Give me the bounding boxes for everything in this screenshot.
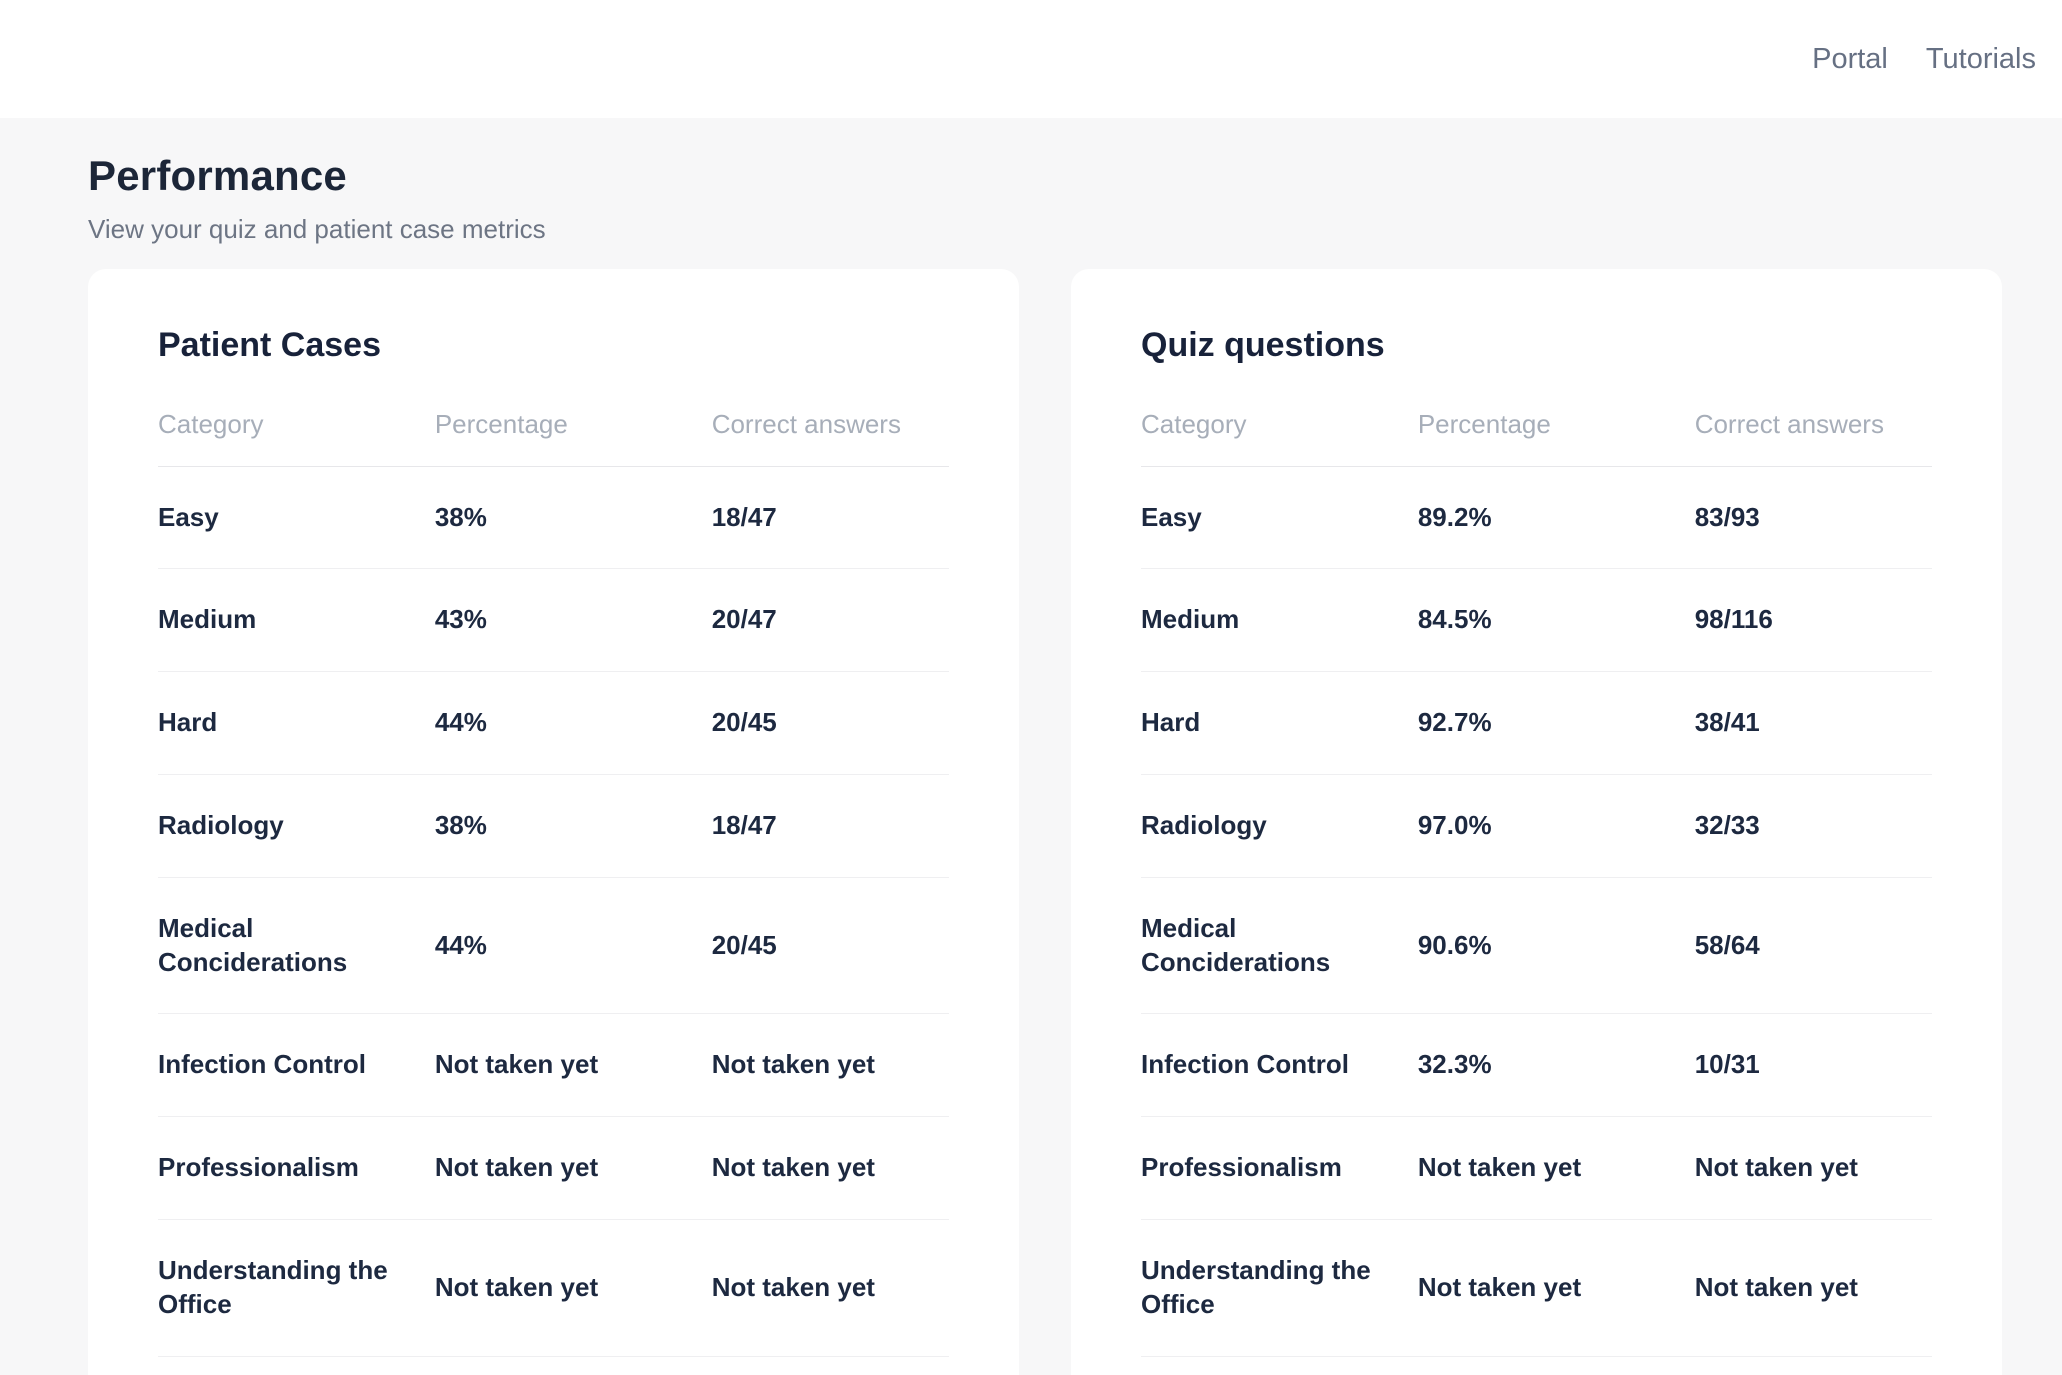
percentage-cell: Not taken yet: [434, 1152, 599, 1183]
top-navigation: Portal Tutorials: [0, 0, 2062, 118]
nav-link-portal[interactable]: Portal: [1812, 42, 1888, 75]
table-row: Infection Control 32.3% 10/31: [1141, 1014, 1932, 1118]
category-cell: Understanding the Office: [1141, 1254, 1371, 1319]
table-row: Radiology 38% 18/47: [158, 775, 949, 878]
category-cell: Medical Conciderations: [158, 912, 348, 977]
percentage-cell: Not taken yet: [1417, 1152, 1582, 1183]
table-row: Medical Conciderations 44% 20/45: [158, 878, 949, 1015]
percentage-cell: Not taken yet: [1417, 1271, 1582, 1302]
category-cell: Professionalism: [1141, 1152, 1342, 1183]
correct-answers-cell: 18/47: [711, 501, 777, 532]
category-cell: Hard: [158, 707, 218, 738]
category-cell: Infection Control: [158, 1049, 366, 1080]
category-cell: Medium: [1141, 604, 1240, 635]
correct-answers-cell: 32/33: [1694, 809, 1760, 840]
category-cell: Easy: [158, 501, 219, 532]
category-cell: Radiology: [158, 809, 284, 840]
table-row: Easy 38% 18/47: [158, 467, 949, 570]
column-header-category: Category: [1141, 408, 1247, 439]
percentage-cell: 43%: [434, 604, 487, 635]
table-row: Understanding the Office Not taken yet Not…: [158, 1220, 949, 1357]
percentage-cell: 32.3%: [1417, 1049, 1492, 1080]
table-row: Infection Control Not taken yet Not taken …: [158, 1014, 949, 1118]
column-header-percentage: Percentage: [434, 408, 568, 439]
patient-cases-title: Patient Cases: [158, 326, 381, 364]
patient-cases-card: Patient Cases Category Percentage Correc…: [88, 269, 1019, 1375]
percentage-cell: 38%: [434, 809, 487, 840]
correct-answers-cell: Not taken yet: [1694, 1271, 1858, 1302]
percentage-cell: 97.0%: [1417, 809, 1492, 840]
correct-answers-cell: 58/64: [1694, 929, 1760, 960]
column-header-category: Category: [158, 408, 264, 439]
category-cell: Hard: [1141, 707, 1201, 738]
correct-answers-cell: 20/45: [711, 929, 777, 960]
percentage-cell: 92.7%: [1417, 707, 1492, 738]
table-row: Medium 84.5% 98/116: [1141, 569, 1932, 673]
table-header-row: Category Percentage Correct answers: [158, 408, 949, 467]
category-cell: Easy: [1141, 501, 1202, 532]
category-cell: Medical Conciderations: [1141, 912, 1331, 977]
category-cell: Radiology: [1141, 809, 1267, 840]
percentage-cell: 90.6%: [1417, 929, 1492, 960]
category-cell: Professionalism: [158, 1152, 359, 1183]
percentage-cell: Not taken yet: [434, 1271, 599, 1302]
category-cell: Infection Control: [1141, 1049, 1349, 1080]
quiz-questions-card: Quiz questions Category Percentage Corre…: [1071, 269, 2002, 1375]
patient-cases-table-body: Easy 38% 18/47 Medium 43% 20/47 Hard 44% 20/45 Ra…: [158, 467, 949, 1357]
column-header-percentage: Percentage: [1417, 408, 1551, 439]
table-row: Hard 92.7% 38/41: [1141, 672, 1932, 775]
table-row: Hard 44% 20/45: [158, 672, 949, 775]
correct-answers-cell: Not taken yet: [711, 1152, 875, 1183]
page-subtitle: View your quiz and patient case metrics: [88, 214, 546, 244]
correct-answers-cell: 18/47: [711, 809, 777, 840]
quiz-questions-title: Quiz questions: [1141, 326, 1385, 364]
percentage-cell: 84.5%: [1417, 604, 1492, 635]
table-row: Radiology 97.0% 32/33: [1141, 775, 1932, 878]
correct-answers-cell: Not taken yet: [711, 1271, 875, 1302]
table-row: Easy 89.2% 83/93: [1141, 467, 1932, 570]
correct-answers-cell: Not taken yet: [1694, 1152, 1858, 1183]
table-header-row: Category Percentage Correct answers: [1141, 408, 1932, 467]
table-row: Medium 43% 20/47: [158, 569, 949, 673]
column-header-correct-answers: Correct answers: [1694, 408, 1884, 439]
percentage-cell: 38%: [434, 501, 487, 532]
column-header-correct-answers: Correct answers: [711, 408, 901, 439]
page-title: Performance: [88, 152, 347, 199]
table-row: Understanding the Office Not taken yet Not…: [1141, 1220, 1932, 1357]
table-row: Professionalism Not taken yet Not taken ye…: [158, 1117, 949, 1220]
category-cell: Medium: [158, 604, 257, 635]
correct-answers-cell: 98/116: [1694, 604, 1773, 635]
category-cell: Understanding the Office: [158, 1254, 388, 1319]
cards-container: Patient Cases Category Percentage Correc…: [88, 269, 2002, 1375]
correct-answers-cell: 20/45: [711, 707, 777, 738]
correct-answers-cell: 38/41: [1694, 707, 1760, 738]
percentage-cell: 44%: [434, 929, 487, 960]
quiz-questions-table-body: Easy 89.2% 83/93 Medium 84.5% 98/116 Hard 92.7%…: [1141, 467, 1932, 1357]
main-content: Performance View your quiz and patient c…: [0, 118, 2062, 1375]
table-row: Professionalism Not taken yet Not taken ye…: [1141, 1117, 1932, 1220]
table-row: Medical Conciderations 90.6% 58/64: [1141, 878, 1932, 1015]
correct-answers-cell: 83/93: [1694, 501, 1760, 532]
nav-link-tutorials[interactable]: Tutorials: [1925, 42, 2036, 75]
percentage-cell: Not taken yet: [434, 1049, 599, 1080]
correct-answers-cell: 20/47: [711, 604, 777, 635]
correct-answers-cell: Not taken yet: [711, 1049, 875, 1080]
percentage-cell: 44%: [434, 707, 487, 738]
correct-answers-cell: 10/31: [1694, 1049, 1760, 1080]
percentage-cell: 89.2%: [1417, 501, 1492, 532]
